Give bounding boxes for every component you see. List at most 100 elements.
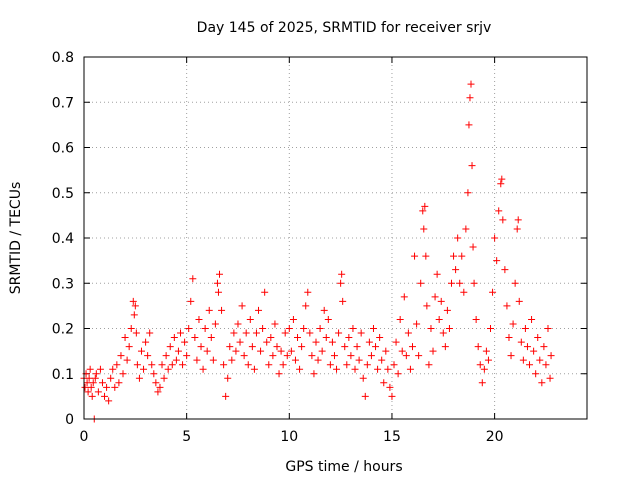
data-point-marker [392,338,400,346]
data-point-marker [144,352,152,360]
data-point-marker [312,338,320,346]
data-point-marker [402,352,410,360]
data-point-marker [386,383,394,391]
data-point-marker [326,361,334,369]
data-point-marker [421,202,429,210]
data-point-marker [378,356,386,364]
y-tick-label: 0.3 [52,276,74,292]
data-point-marker [218,306,226,314]
data-point-marker [437,297,445,305]
data-point-marker [365,338,373,346]
data-point-marker [335,329,343,337]
data-point-marker [501,266,509,274]
data-point-marker [546,374,554,382]
data-point-marker [372,343,380,351]
data-point-marker [433,270,441,278]
data-point-marker [509,320,517,328]
y-tick-label: 0.2 [52,322,74,338]
data-point-marker [480,365,488,373]
data-point-marker [465,121,473,129]
data-point-marker [81,383,89,391]
data-point-marker [230,329,238,337]
data-point-marker [91,374,99,382]
data-point-marker [472,315,480,323]
data-point-marker [132,329,140,337]
data-point-marker [96,365,104,373]
data-point-marker [98,379,106,387]
data-point-marker [359,374,367,382]
data-point-marker [526,361,534,369]
data-point-marker [117,352,125,360]
data-point-marker [534,334,542,342]
data-point-marker [330,352,338,360]
data-point-marker [482,347,490,355]
data-point-marker [507,352,515,360]
data-point-marker [388,392,396,400]
data-point-marker [193,356,201,364]
data-point-marker [499,216,507,224]
data-point-marker [211,320,219,328]
data-point-marker [187,297,195,305]
data-point-marker [135,374,143,382]
data-point-marker [493,257,501,265]
data-point-marker [538,379,546,387]
data-point-marker [113,361,121,369]
data-point-marker [469,243,477,251]
data-point-marker [279,361,287,369]
y-tick-label: 0.4 [52,231,74,247]
data-point-marker [275,370,283,378]
data-point-marker [497,180,505,188]
data-point-marker [487,325,495,332]
data-point-marker [130,311,138,319]
data-point-marker [503,302,511,310]
data-point-marker [119,370,127,378]
data-point-marker [199,365,207,373]
data-point-marker [333,365,341,373]
y-tick-label: 0 [65,412,74,428]
data-point-marker [380,379,388,387]
data-point-marker [454,234,462,242]
data-point-marker [154,388,162,396]
data-point-marker [92,370,100,378]
data-point-marker [191,334,199,342]
data-point-marker [367,352,375,360]
data-point-marker [369,325,377,332]
data-point-marker [158,361,166,369]
data-point-marker [179,361,187,369]
data-point-marker [234,320,242,328]
data-point-marker [318,347,326,355]
data-point-marker [376,334,384,342]
data-point-marker [308,352,316,360]
data-point-marker [140,365,148,373]
data-point-marker [302,302,310,310]
data-point-marker [172,356,180,364]
data-point-marker [361,392,369,400]
data-point-marker [148,361,156,369]
data-point-marker [176,329,184,337]
data-point-marker [394,370,402,378]
data-point-marker [341,343,349,351]
axis-ticks: 0 0.1 0.2 0.3 0.4 0.5 0.6 0.7 0.8 0 5 10 15 20 [52,50,587,445]
data-point-marker [252,329,260,337]
data-point-marker [427,325,435,332]
data-point-marker [328,338,336,346]
data-point-marker [470,279,478,287]
data-point-marker [244,361,252,369]
data-point-marker [489,288,497,296]
data-point-marker [474,343,482,351]
data-point-marker [514,216,522,224]
data-point-marker [185,325,193,332]
data-point-marker [170,334,178,342]
data-point-marker [125,343,133,351]
data-point-marker [83,379,91,387]
data-point-marker [103,383,111,391]
data-point-marker [115,379,123,387]
data-point-marker [238,302,246,310]
data-point-marker [94,388,102,396]
x-axis-label: GPS time / hours [285,459,402,475]
y-tick-label: 0.8 [52,50,74,66]
data-point-marker [517,338,525,346]
data-point-marker [240,352,248,360]
y-tick-label: 0.1 [52,367,74,383]
data-point-marker [265,361,273,369]
